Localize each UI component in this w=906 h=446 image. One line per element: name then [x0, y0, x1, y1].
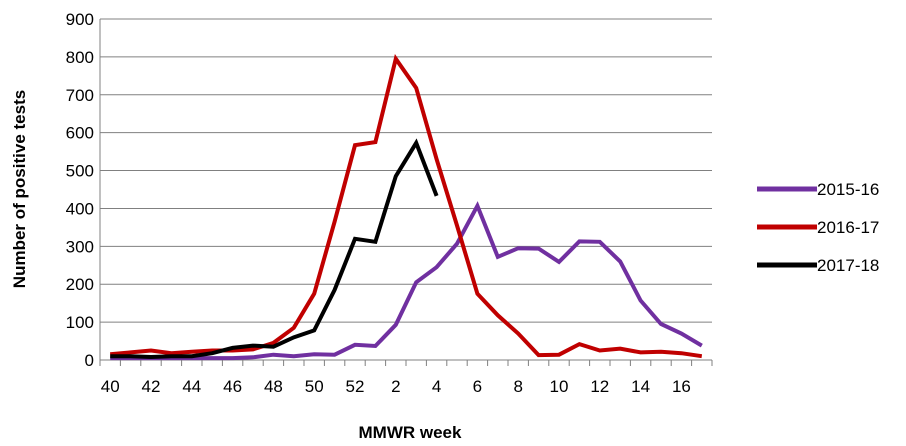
- legend-label: 2017-18: [817, 256, 879, 275]
- x-tick-label: 50: [305, 377, 324, 396]
- x-tick-label: 2: [391, 377, 400, 396]
- x-tick-label: 16: [672, 377, 691, 396]
- x-tick-label: 52: [346, 377, 365, 396]
- x-tick-label: 48: [264, 377, 283, 396]
- x-tick-label: 12: [590, 377, 609, 396]
- legend-label: 2016-17: [817, 218, 879, 237]
- x-tick-label: 6: [473, 377, 482, 396]
- x-tick-label: 14: [631, 377, 650, 396]
- series-line-2017-18: [110, 138, 439, 360]
- x-axis-title: MMWR week: [359, 423, 463, 442]
- x-tick-label: 10: [550, 377, 569, 396]
- y-tick-label: 600: [66, 124, 94, 143]
- legend: 2015-16 2016-17 2017-18: [757, 180, 879, 275]
- legend-label: 2015-16: [817, 180, 879, 199]
- y-tick-label: 800: [66, 48, 94, 67]
- y-tick-label: 500: [66, 162, 94, 181]
- series-line-2016-17: [110, 54, 703, 359]
- y-tick-label: 900: [66, 10, 94, 29]
- x-tick-label: 46: [223, 377, 242, 396]
- y-tick-label: 400: [66, 199, 94, 218]
- x-tick-label: 40: [101, 377, 120, 396]
- x-tick-label: 4: [432, 377, 441, 396]
- y-tick-label: 0: [85, 351, 94, 370]
- x-tick-label: 44: [182, 377, 201, 396]
- gridlines: [100, 18, 712, 323]
- y-axis-title: Number of positive tests: [10, 90, 29, 288]
- y-tick-label: 300: [66, 237, 94, 256]
- y-tick-label: 200: [66, 275, 94, 294]
- series-lines: [110, 54, 703, 361]
- series-line-2015-16: [110, 201, 703, 361]
- x-tick-label: 42: [142, 377, 161, 396]
- x-tick-label: 8: [513, 377, 522, 396]
- y-tick-label: 100: [66, 313, 94, 332]
- y-tick-label: 700: [66, 86, 94, 105]
